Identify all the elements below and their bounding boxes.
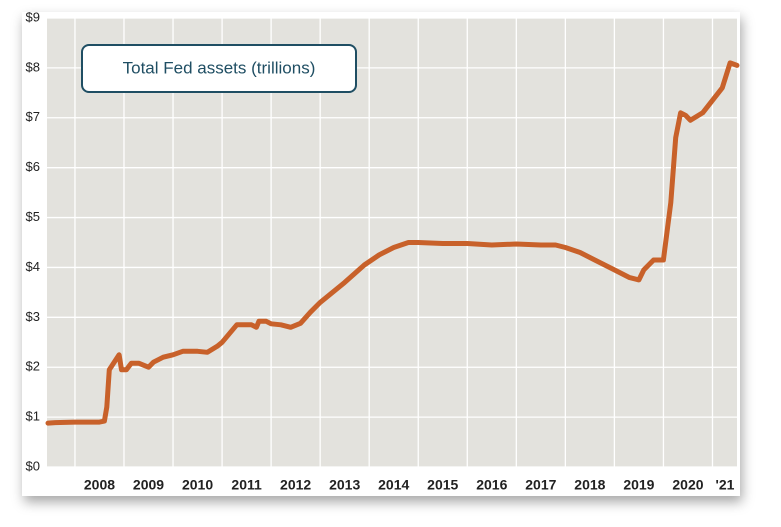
x-tick-label: 2008 (84, 477, 115, 493)
x-tick-label: 2013 (329, 477, 360, 493)
x-tick-label: 2017 (525, 477, 556, 493)
y-tick-label: $5 (26, 209, 40, 224)
x-tick-label: 2015 (427, 477, 458, 493)
y-tick-label: $0 (26, 458, 40, 473)
y-tick-label: $6 (26, 159, 40, 174)
y-tick-label: $8 (26, 59, 40, 74)
x-tick-label: 2016 (476, 477, 507, 493)
chart-title: Total Fed assets (trillions) (123, 58, 316, 77)
title-box (81, 44, 357, 93)
x-tick-label: 2009 (133, 477, 164, 493)
x-tick-label: 2014 (378, 477, 409, 493)
x-tick-label: '21 (716, 477, 735, 493)
y-tick-label: $1 (26, 409, 40, 424)
y-tick-label: $2 (26, 359, 40, 374)
y-tick-label: $9 (26, 9, 40, 24)
y-tick-label: $4 (26, 259, 40, 274)
y-tick-label: $3 (26, 309, 40, 324)
x-tick-label: 2020 (672, 477, 703, 493)
x-tick-label: 2011 (231, 477, 262, 493)
data-line (45, 60, 740, 426)
y-tick-label: $7 (26, 109, 40, 124)
x-tick-label: 2019 (623, 477, 654, 493)
x-tick-label: 2018 (574, 477, 605, 493)
x-tick-label: 2012 (280, 477, 311, 493)
x-tick-label: 2010 (182, 477, 213, 493)
